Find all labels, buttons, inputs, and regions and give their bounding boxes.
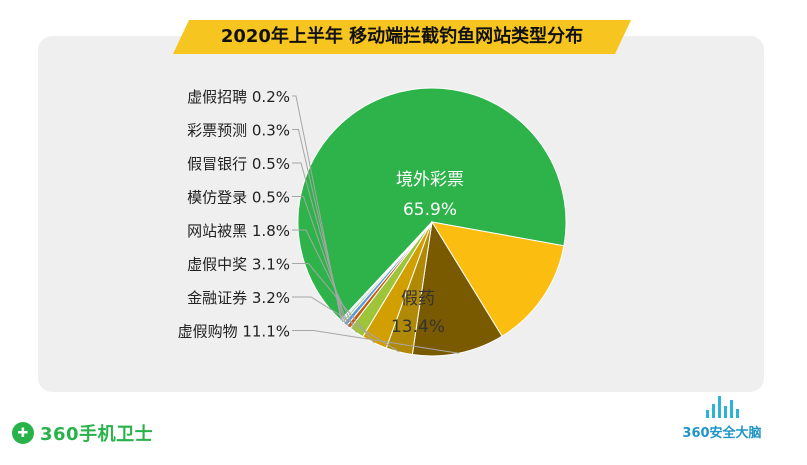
slice-label-1: 境外彩票 (396, 170, 464, 190)
leader-line-4 (292, 296, 400, 353)
brand-360-security-brain: 360安全大脑 (672, 396, 772, 441)
outside-label-6: 网站被黑 1.8% (187, 222, 290, 240)
chart-title: 2020年上半年 移动端拦截钓鱼网站类型分布 (220, 26, 584, 47)
leader-line-3 (292, 330, 459, 354)
leader-line-8 (292, 162, 346, 325)
outside-label-3: 虚假购物 11.1% (178, 323, 290, 341)
leader-line-5 (292, 263, 375, 344)
brand-360-mobile-guard: ✚ 360手机卫士 (12, 420, 153, 446)
outside-label-9: 彩票预测 0.3% (187, 122, 290, 140)
outside-label-4: 金融证券 3.2% (187, 289, 290, 307)
leader-line-7 (292, 196, 350, 328)
slice-label-2: 假药 (401, 289, 435, 309)
leader-line-10 (292, 95, 342, 321)
outside-label-8: 假冒银行 0.5% (187, 155, 290, 173)
outside-label-7: 模仿登录 0.5% (187, 189, 290, 207)
pie-slice-2 (430, 221, 565, 337)
brand-left-name: 360手机卫士 (40, 424, 154, 445)
outside-label-10: 虚假招聘 0.2% (187, 88, 290, 106)
slice-value-2: 13.4% (391, 317, 445, 337)
signal-bars-icon (672, 396, 772, 418)
brand-right-name: 360安全大脑 (682, 426, 762, 441)
shield-plus-icon: ✚ (12, 422, 34, 444)
outside-label-5: 虚假中奖 3.1% (187, 256, 290, 274)
leader-line-6 (292, 229, 357, 333)
title-banner (173, 20, 631, 54)
slice-value-1: 65.9% (403, 200, 457, 220)
pie-slice-1 (297, 87, 567, 321)
leader-line-9 (292, 129, 344, 323)
